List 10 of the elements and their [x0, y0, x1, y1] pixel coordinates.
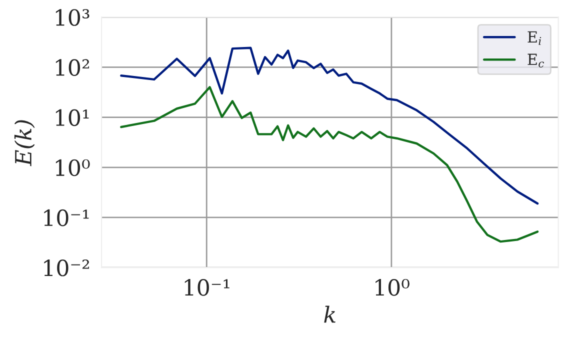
y-axis-title: E(k): [14, 120, 35, 166]
legend-label: E$_{c}$: [528, 54, 544, 68]
x-axis-title: k: [324, 306, 336, 323]
y-tick-label: 10¹: [56, 109, 89, 126]
y-tick-label: 10²: [56, 59, 90, 76]
y-tick-label: 10³: [56, 9, 90, 26]
y-tick-label: 10⁻²: [44, 259, 90, 276]
legend-label: E$_{i}$: [528, 31, 542, 45]
y-tick-label: 10⁰: [56, 159, 90, 176]
y-tick-label: 10⁻¹: [44, 209, 89, 226]
